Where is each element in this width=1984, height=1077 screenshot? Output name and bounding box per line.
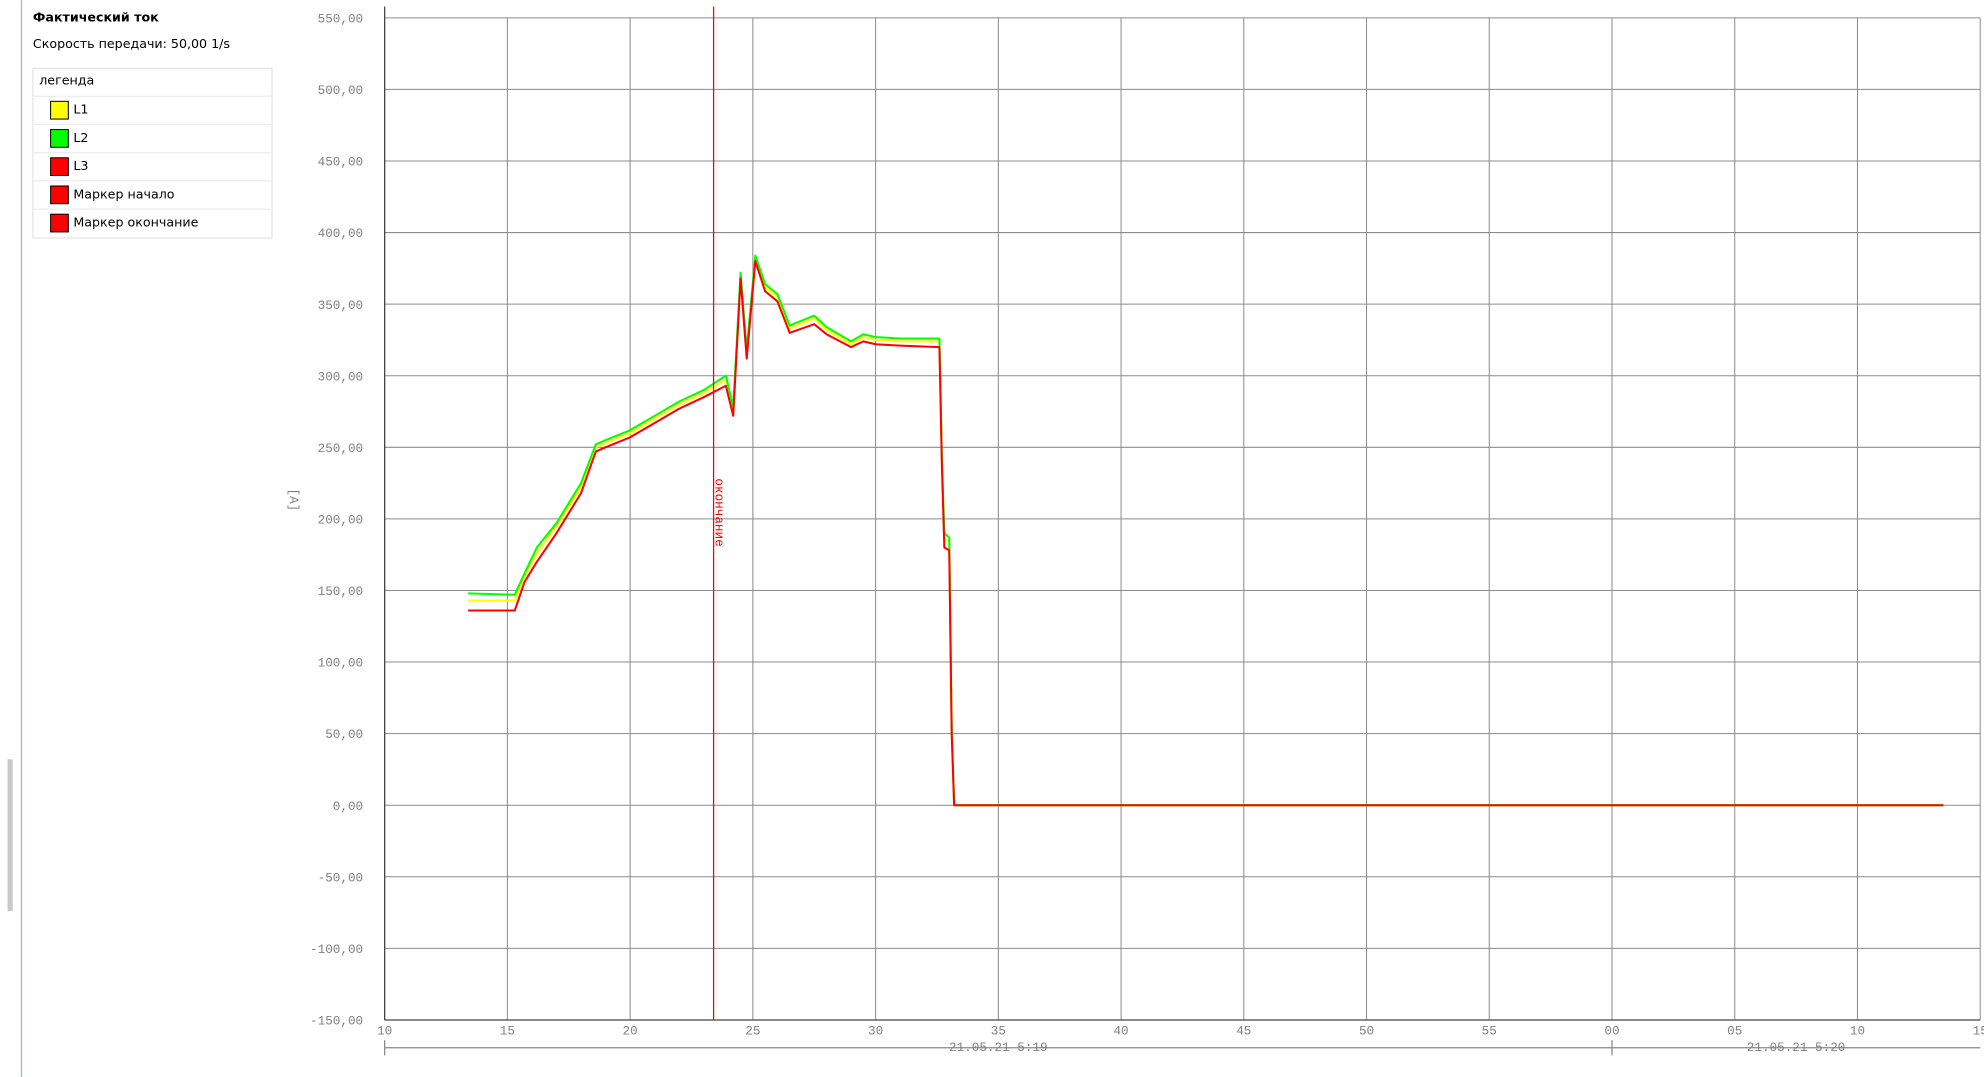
x-tick-label: 40: [1113, 1024, 1128, 1039]
legend-swatch: [50, 213, 69, 233]
y-tick-label: 150,00: [318, 584, 364, 599]
y-tick-label: 100,00: [318, 656, 364, 671]
y-tick-label: -50,00: [318, 870, 364, 885]
legend-label: Маркер окончание: [73, 215, 198, 230]
x-tick-label: 30: [868, 1024, 883, 1039]
scrollbar: [7, 759, 13, 912]
legend-swatch: [50, 157, 69, 176]
marker-label: окончание: [711, 478, 726, 546]
group-label: 21.05.21 5:19: [949, 1040, 1048, 1055]
legend-label: L1: [73, 102, 88, 117]
legend-label: Маркер начало: [73, 186, 174, 201]
x-tick-label: 45: [1236, 1024, 1251, 1039]
legend-swatch: [50, 129, 69, 148]
y-tick-label: 450,00: [318, 155, 364, 170]
series-line: [468, 254, 1944, 807]
y-tick-label: 350,00: [318, 298, 364, 313]
legend-swatch: [50, 185, 69, 205]
y-tick-label: 500,00: [318, 83, 364, 98]
group-label: 21.05.21 5:20: [1747, 1040, 1846, 1055]
subtitle: Скорость передачи: 50,00 1/s: [33, 36, 230, 51]
y-tick-label: -150,00: [310, 1014, 363, 1029]
y-tick-label: 200,00: [318, 512, 364, 527]
y-tick-label: 50,00: [325, 727, 363, 742]
chart-title: Фактический ток: [33, 9, 159, 24]
legend-label: L3: [73, 158, 88, 173]
x-tick-label: 00: [1604, 1024, 1619, 1039]
x-tick-label: 35: [991, 1024, 1006, 1039]
x-tick-label: 20: [623, 1024, 638, 1039]
x-tick-label: 50: [1359, 1024, 1374, 1039]
y-tick-label: 400,00: [318, 226, 364, 241]
y-tick-label: -100,00: [310, 942, 363, 957]
y-axis-label: [A]: [286, 489, 301, 512]
legend-title: легенда: [39, 73, 94, 88]
x-tick-label: 25: [745, 1024, 760, 1039]
series-line: [468, 260, 1944, 807]
y-tick-label: 0,00: [333, 799, 363, 814]
legend-label: L2: [73, 130, 88, 145]
x-tick-label: 10: [377, 1024, 392, 1039]
series-line: [468, 257, 1944, 807]
x-tick-label: 55: [1482, 1024, 1497, 1039]
y-tick-label: 300,00: [318, 369, 364, 384]
y-tick-label: 550,00: [318, 11, 364, 26]
x-tick-label: 10: [1850, 1024, 1865, 1039]
x-tick-label: 15: [1973, 1024, 1984, 1039]
x-tick-label: 15: [500, 1024, 515, 1039]
legend-swatch: [50, 100, 69, 120]
x-tick-label: 05: [1727, 1024, 1742, 1039]
y-tick-label: 250,00: [318, 441, 364, 456]
